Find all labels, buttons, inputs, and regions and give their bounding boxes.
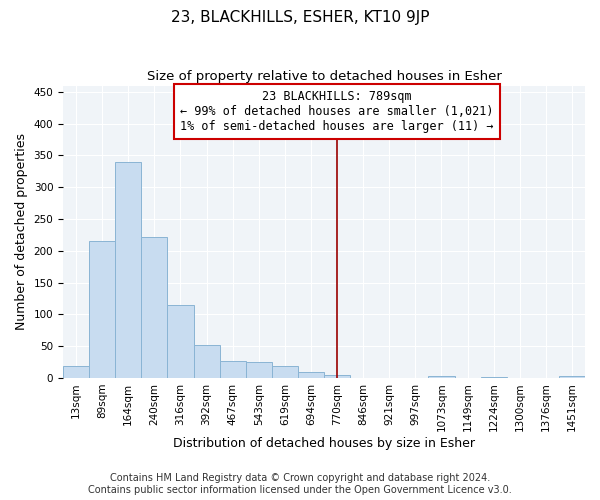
Bar (298, 372, 324, 378)
Bar (428, 376, 455, 378)
Bar (220, 362, 246, 378)
Bar (194, 346, 220, 378)
Bar (167, 305, 194, 378)
Bar (115, 162, 142, 378)
Y-axis label: Number of detached properties: Number of detached properties (15, 133, 28, 330)
Bar (324, 374, 350, 378)
Bar (89, 241, 115, 378)
Text: 23 BLACKHILLS: 789sqm
← 99% of detached houses are smaller (1,021)
1% of semi-de: 23 BLACKHILLS: 789sqm ← 99% of detached … (181, 90, 494, 133)
Bar (142, 237, 167, 378)
Text: Contains HM Land Registry data © Crown copyright and database right 2024.
Contai: Contains HM Land Registry data © Crown c… (88, 474, 512, 495)
Text: 23, BLACKHILLS, ESHER, KT10 9JP: 23, BLACKHILLS, ESHER, KT10 9JP (171, 10, 429, 25)
X-axis label: Distribution of detached houses by size in Esher: Distribution of detached houses by size … (173, 437, 475, 450)
Bar (559, 376, 585, 378)
Bar (63, 366, 89, 378)
Title: Size of property relative to detached houses in Esher: Size of property relative to detached ho… (146, 70, 502, 83)
Bar (481, 377, 507, 378)
Bar (246, 362, 272, 378)
Bar (272, 366, 298, 378)
